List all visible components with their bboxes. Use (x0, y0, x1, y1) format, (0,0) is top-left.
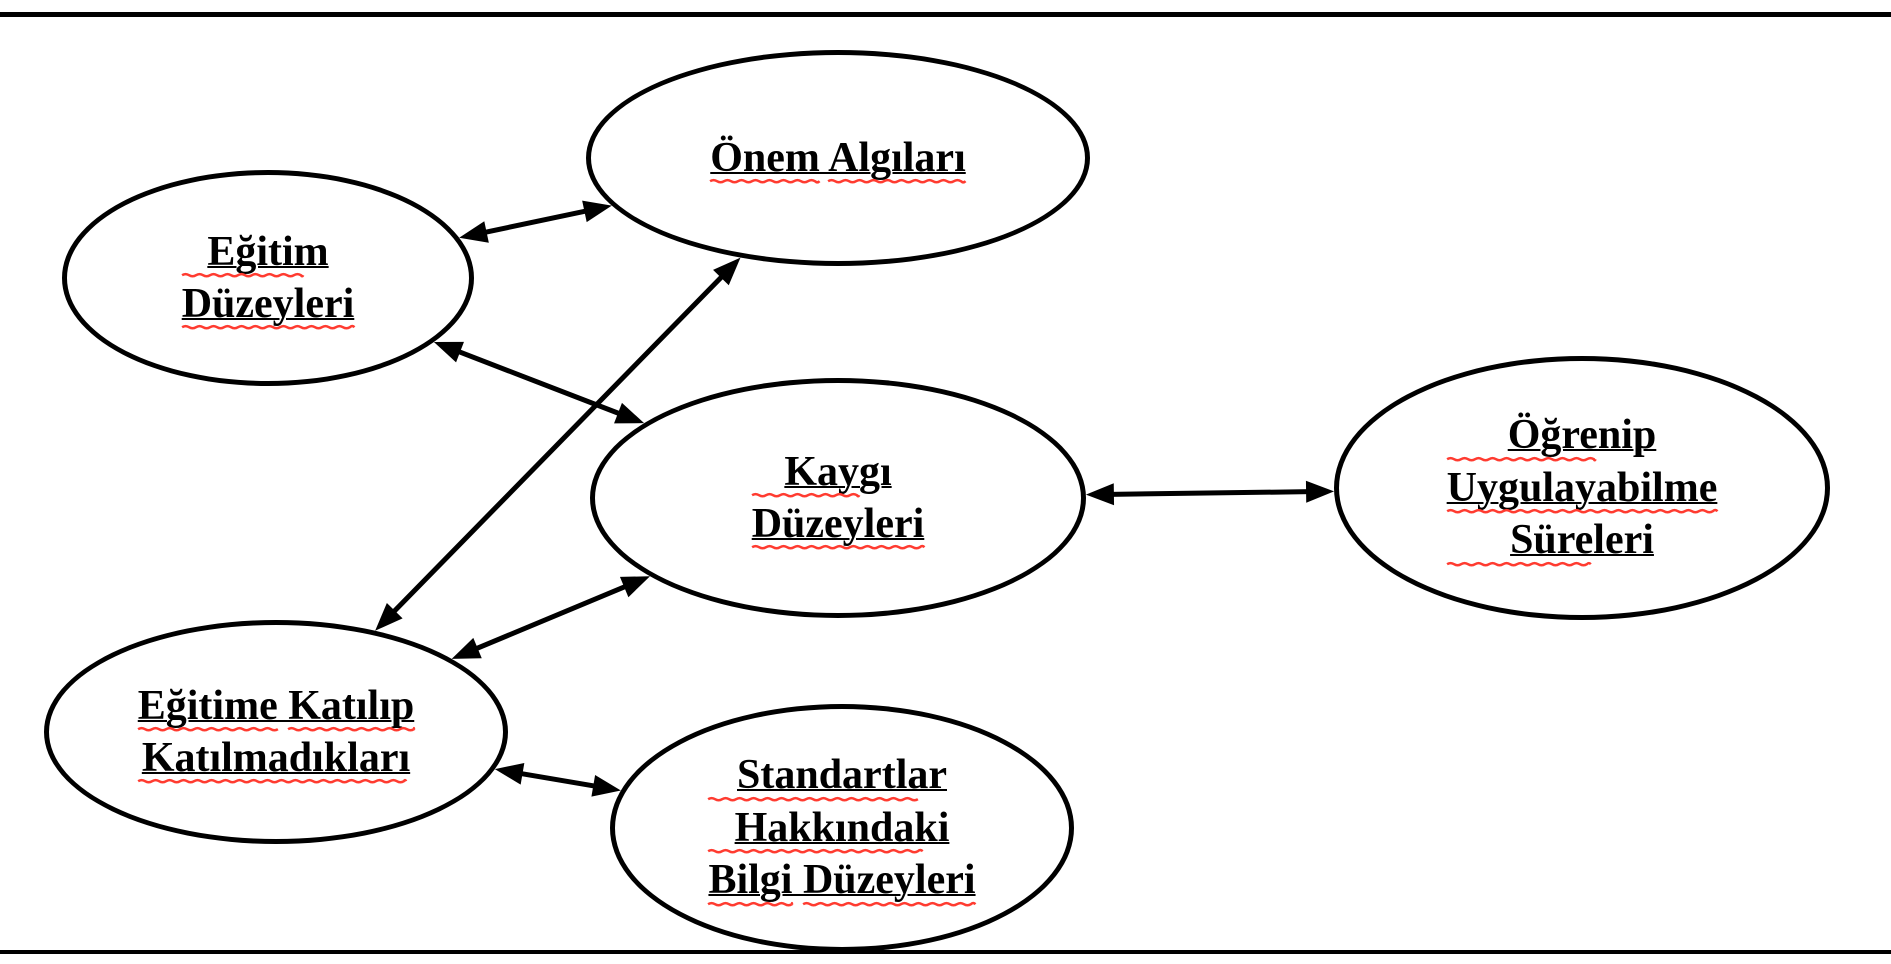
diagram-canvas: EğitimDüzeyleri Önem Algıları KaygıDüzey… (0, 0, 1891, 964)
node-label: ÖğrenipUygulayabilmeSüreleri (1447, 409, 1718, 567)
node-label: Eğitime KatılıpKatılmadıkları (138, 680, 415, 785)
node-standartlar: StandartlarHakkındakiBilgi Düzeyleri (610, 704, 1074, 952)
node-egitim-duzeyleri: EğitimDüzeyleri (62, 170, 474, 386)
node-label: EğitimDüzeyleri (182, 226, 355, 331)
node-egitime-katilip: Eğitime KatılıpKatılmadıkları (44, 620, 508, 844)
node-onem-algilari: Önem Algıları (586, 50, 1090, 266)
node-label: KaygıDüzeyleri (752, 446, 925, 551)
node-label: Önem Algıları (710, 132, 966, 185)
node-label: StandartlarHakkındakiBilgi Düzeyleri (708, 749, 975, 907)
top-rule (0, 12, 1891, 17)
node-kaygi-duzeyleri: KaygıDüzeyleri (590, 378, 1086, 618)
bottom-rule (0, 950, 1891, 954)
node-ogrenip: ÖğrenipUygulayabilmeSüreleri (1334, 356, 1830, 620)
